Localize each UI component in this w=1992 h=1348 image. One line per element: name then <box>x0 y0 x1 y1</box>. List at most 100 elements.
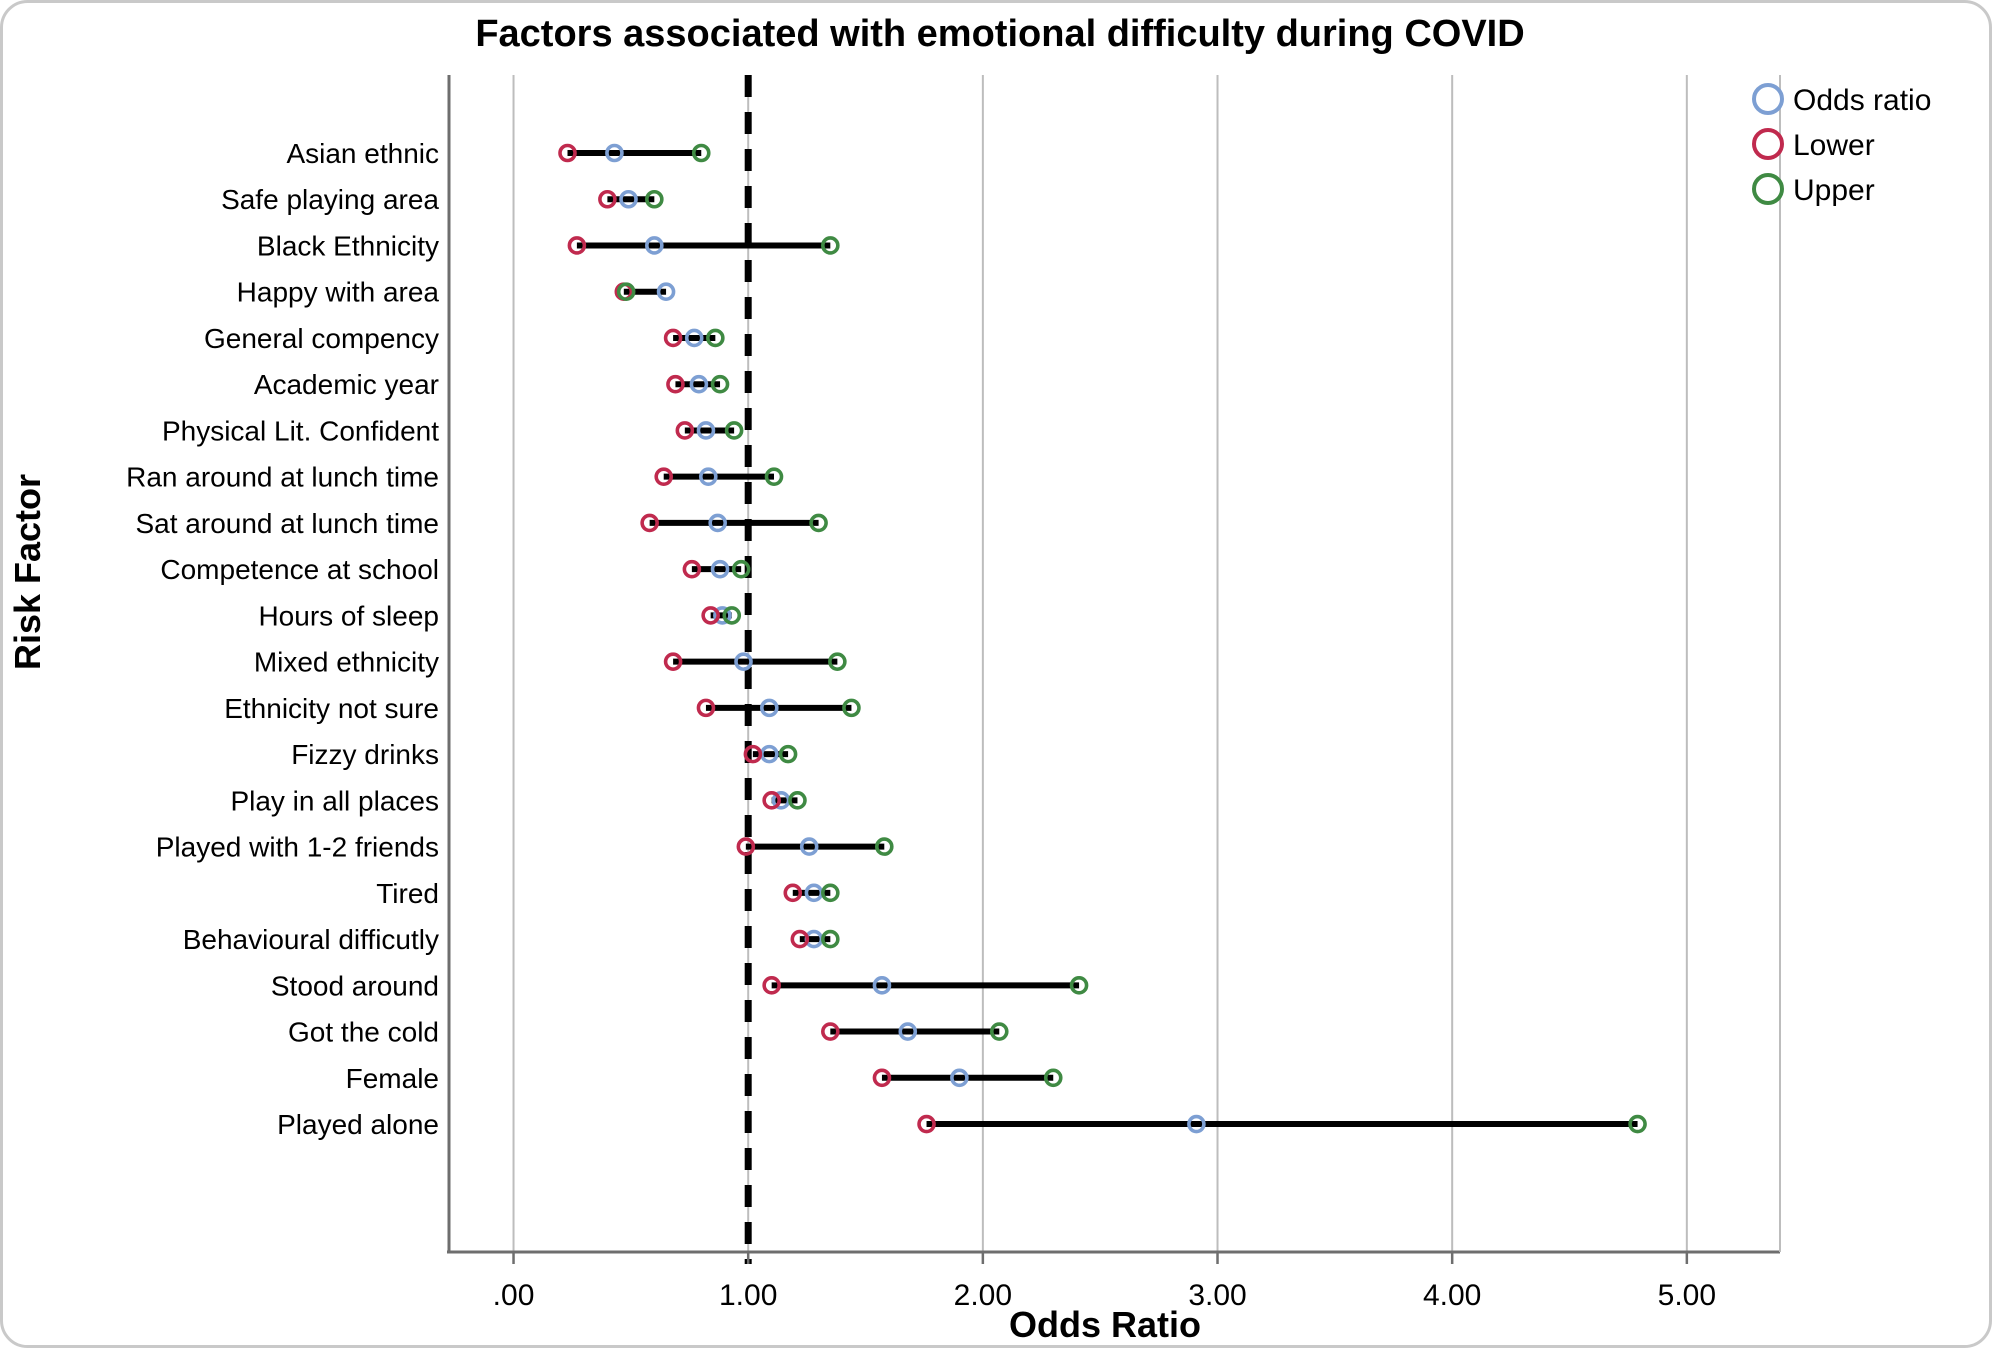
category-label: Play in all places <box>230 785 439 816</box>
lower-marker <box>783 883 803 903</box>
odds-ratio-marker <box>656 282 676 302</box>
y-axis-title: Risk Factor <box>7 474 48 670</box>
data-row <box>917 1114 1647 1134</box>
upper-marker <box>724 421 744 440</box>
lower-marker <box>567 236 587 255</box>
lower-marker <box>682 559 702 579</box>
lower-legend-icon <box>1752 128 1784 160</box>
category-label: Happy with area <box>237 277 440 308</box>
category-label: Hours of sleep <box>258 600 439 631</box>
data-rows-group <box>558 143 1647 1134</box>
lower-marker <box>640 513 659 533</box>
lower-marker <box>743 744 763 764</box>
upper-marker <box>1069 976 1089 995</box>
category-label: Black Ethnicity <box>257 230 439 261</box>
odds-ratio-marker <box>760 698 779 718</box>
data-row <box>663 652 847 671</box>
data-row <box>783 883 840 903</box>
odds-ratio-marker <box>619 189 638 209</box>
category-label: Played alone <box>277 1109 439 1140</box>
odds-ratio-marker <box>713 606 732 625</box>
lower-marker <box>790 929 810 949</box>
lower-marker <box>762 976 781 995</box>
x-tick-label: 4.00 <box>1423 1279 1481 1312</box>
lower-marker <box>663 328 683 348</box>
legend-item-upper: Upper <box>1752 173 1875 207</box>
upper-marker <box>778 744 798 764</box>
category-label: Ethnicity not sure <box>224 693 439 724</box>
data-row <box>666 374 730 394</box>
category-label: Stood around <box>271 970 439 1001</box>
data-row <box>821 1022 1009 1041</box>
category-label: Physical Lit. Confident <box>162 415 439 446</box>
data-row <box>736 837 894 856</box>
x-tick-label: 3.00 <box>1188 1279 1246 1312</box>
data-row <box>567 236 840 255</box>
lower-marker <box>598 189 617 209</box>
data-row <box>640 513 828 533</box>
upper-marker <box>842 698 861 718</box>
legend: Odds ratio Lower Upper <box>1752 83 1931 207</box>
upper-marker <box>731 559 751 579</box>
upper-marker <box>710 374 730 394</box>
legend-item-odds-ratio: Odds ratio <box>1752 83 1931 117</box>
upper-marker <box>821 883 840 903</box>
odds-ratio-marker <box>699 467 718 486</box>
legend-label-lower: Lower <box>1793 129 1875 162</box>
upper-marker <box>874 837 894 856</box>
data-row <box>614 282 676 302</box>
data-row <box>682 559 751 579</box>
category-label: Mixed ethnicity <box>254 647 439 678</box>
lower-marker <box>917 1114 936 1134</box>
upper-marker <box>691 143 711 163</box>
lower-marker <box>821 1022 840 1041</box>
upper-marker <box>828 652 847 671</box>
data-row <box>762 976 1089 995</box>
category-label: General compency <box>204 323 439 354</box>
x-tick-label: 1.00 <box>719 1279 777 1312</box>
lower-marker <box>663 652 683 671</box>
odds-ratio-marker <box>898 1022 918 1041</box>
data-row <box>675 421 744 440</box>
category-labels-group: Asian ethnic Safe playing area Black Ethni… <box>126 138 439 1140</box>
upper-marker <box>1043 1068 1063 1088</box>
lower-marker <box>654 467 674 486</box>
category-label: Ran around at lunch time <box>126 462 439 493</box>
upper-marker <box>706 328 725 348</box>
upper-marker <box>788 791 807 810</box>
data-row <box>654 467 784 486</box>
upper-legend-icon <box>1752 173 1784 205</box>
tick-labels-group: .00 1.00 2.00 3.00 4.00 5.00 <box>493 1252 1716 1312</box>
upper-marker <box>821 929 840 949</box>
odds-ratio-marker <box>799 837 819 856</box>
odds-ratio-marker <box>708 513 727 533</box>
category-label: Fizzy drinks <box>291 739 439 770</box>
data-row <box>762 791 807 810</box>
x-tick-label: 5.00 <box>1658 1279 1716 1312</box>
x-axis-title: Odds Ratio <box>1009 1304 1201 1345</box>
upper-marker <box>1628 1114 1647 1134</box>
odds-ratio-marker <box>689 374 709 394</box>
upper-marker <box>809 513 828 533</box>
odds-ratio-marker <box>605 143 624 163</box>
lower-marker <box>701 606 720 625</box>
category-label: Got the cold <box>288 1017 439 1048</box>
axes-group <box>447 75 1781 1254</box>
data-row <box>663 328 725 348</box>
odds-ratio-marker <box>734 652 753 671</box>
data-row <box>743 744 798 764</box>
upper-marker <box>989 1022 1009 1041</box>
upper-marker <box>645 189 664 209</box>
upper-marker <box>616 282 636 302</box>
odds-ratio-marker <box>696 421 716 440</box>
odds-ratio-marker <box>1187 1114 1206 1134</box>
x-tick-label: .00 <box>493 1279 535 1312</box>
category-label: Sat around at lunch time <box>135 508 439 539</box>
x-tick-label: 2.00 <box>954 1279 1012 1312</box>
odds-ratio-marker <box>950 1068 969 1088</box>
category-label: Safe playing area <box>221 184 439 215</box>
